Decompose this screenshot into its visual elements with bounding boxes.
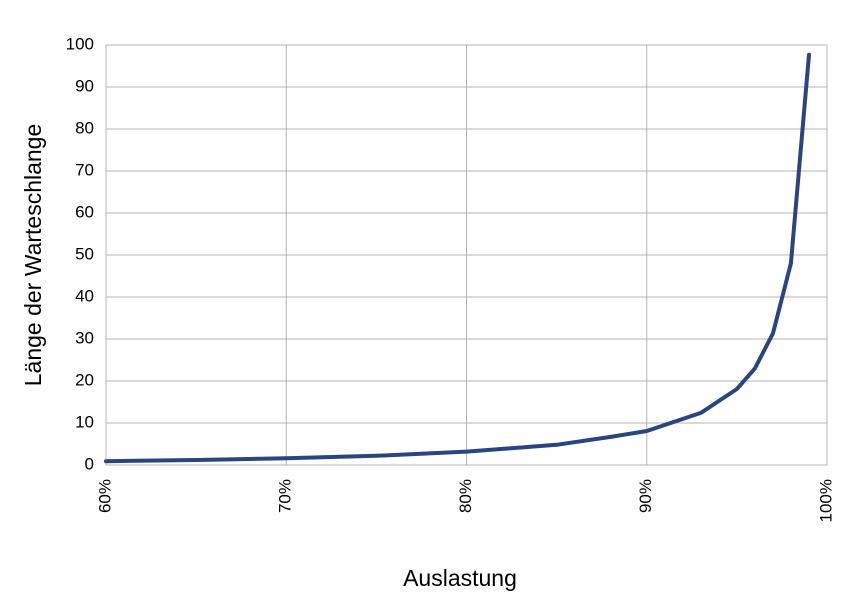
x-tick-label: 60%	[95, 479, 114, 513]
y-tick-label: 90	[75, 76, 94, 95]
y-axis-title: Länge der Warteschlange	[20, 124, 46, 387]
y-tick-label: 10	[75, 412, 94, 431]
y-tick-label: 30	[75, 328, 94, 347]
y-tick-label: 70	[75, 160, 94, 179]
y-tick-label: 80	[75, 118, 94, 137]
x-tick-label: 100%	[816, 479, 835, 522]
series-layer	[104, 52, 811, 464]
y-tick-label: 50	[75, 244, 94, 263]
y-axis-ticks: 0 10 20 30 40 50 60 70 80 90 100	[66, 34, 94, 473]
x-axis-ticks: 60% 70% 80% 90% 100%	[95, 479, 835, 522]
y-tick-label: 60	[75, 202, 94, 221]
x-tick-label: 80%	[456, 479, 475, 513]
y-tick-label: 100	[66, 34, 94, 53]
series-line	[104, 52, 811, 464]
x-tick-label: 90%	[636, 479, 655, 513]
y-tick-label: 0	[85, 454, 94, 473]
x-tick-label: 70%	[276, 479, 295, 513]
plot-area	[105, 44, 828, 466]
x-axis-title: Auslastung	[403, 565, 517, 591]
y-tick-label: 40	[75, 286, 94, 305]
y-tick-label: 20	[75, 370, 94, 389]
